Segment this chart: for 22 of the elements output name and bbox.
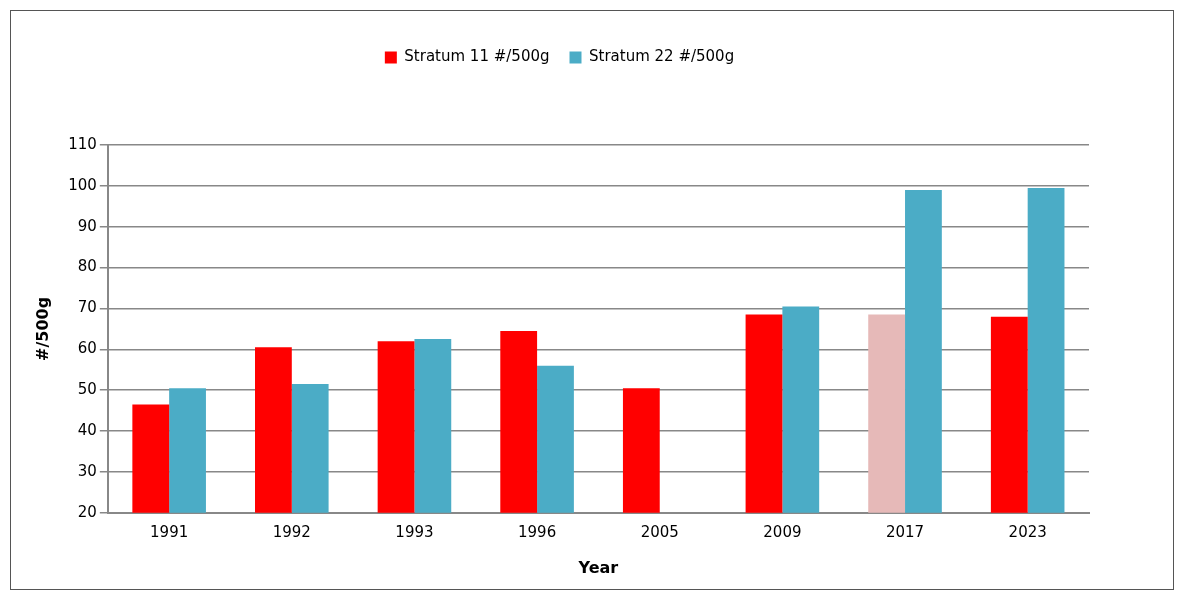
- y-tick-label: 90: [77, 216, 97, 235]
- y-tick-label: 100: [68, 175, 97, 194]
- y-tick-label: 70: [77, 298, 97, 317]
- y-tick-label: 110: [68, 134, 97, 153]
- y-tick-label: 60: [77, 339, 97, 358]
- x-tick-label: 1996: [518, 522, 557, 541]
- x-tick-label: 1992: [272, 522, 311, 541]
- x-tick-label: 2017: [885, 522, 925, 541]
- x-tick-label: 2005: [640, 522, 679, 541]
- x-tick-label: 2009: [763, 522, 802, 541]
- x-axis-title: Year: [577, 557, 619, 577]
- x-tick-label: 1991: [150, 522, 189, 541]
- legend-label: Stratum 22 #/500g: [589, 47, 735, 66]
- y-tick-label: 80: [77, 257, 97, 276]
- x-tick-label: 2023: [1008, 522, 1047, 541]
- y-tick-label: 40: [77, 420, 97, 439]
- y-tick-label: 50: [77, 380, 97, 399]
- y-tick-label: 30: [77, 461, 97, 480]
- y-axis-title: #/500g: [32, 296, 52, 361]
- x-tick-label: 1993: [395, 522, 434, 541]
- legend-label: Stratum 11 #/500g: [404, 47, 550, 66]
- y-tick-label: 20: [77, 502, 97, 521]
